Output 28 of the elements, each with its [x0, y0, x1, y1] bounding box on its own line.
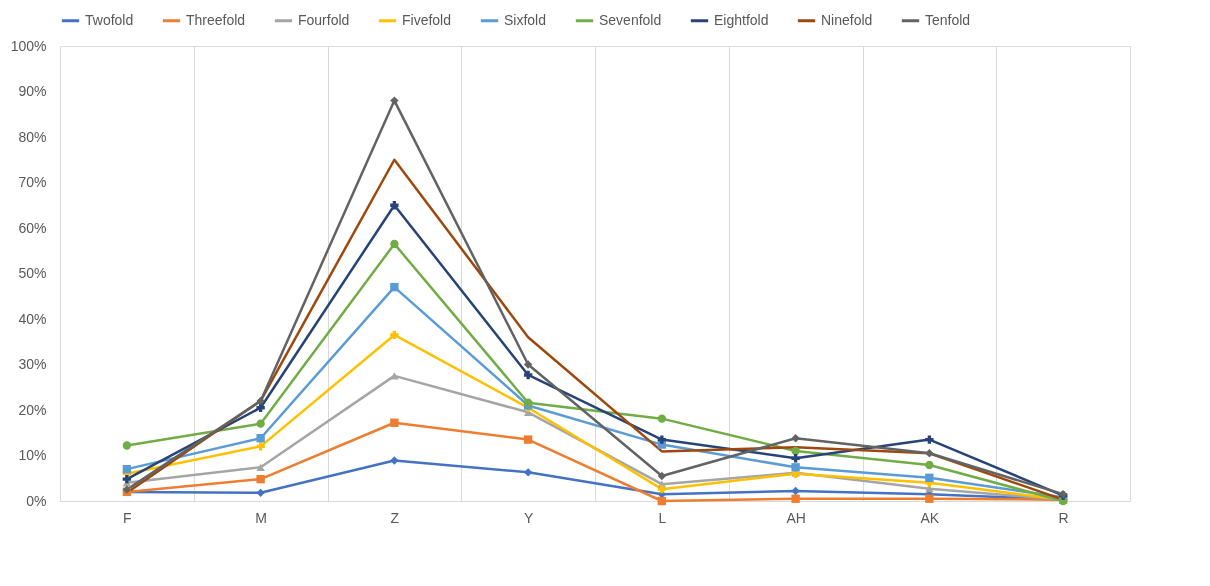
- y-tick-label: 100%: [10, 37, 47, 54]
- legend-label: Eightfold: [714, 11, 769, 28]
- x-tick-label: M: [255, 509, 267, 526]
- x-tick-label: Y: [523, 509, 534, 526]
- y-tick-label: 60%: [18, 219, 47, 236]
- x-tick-label: F: [123, 509, 132, 526]
- y-tick-label: 50%: [18, 265, 47, 281]
- y-tick-label: 20%: [18, 401, 47, 418]
- legend-label: Sixfold: [504, 11, 547, 28]
- y-tick-label: 0%: [26, 492, 47, 509]
- legend-label: Threefold: [186, 11, 246, 28]
- legend-label: Fivefold: [402, 11, 452, 28]
- x-tick-label: R: [1058, 509, 1069, 526]
- legend-label: Sevenfold: [599, 11, 662, 28]
- legend-label: Tenfold: [925, 11, 971, 28]
- legend-label: Twofold: [85, 11, 134, 28]
- legend-label: Fourfold: [298, 11, 350, 28]
- y-tick-label: 70%: [18, 174, 47, 190]
- y-tick-label: 30%: [18, 356, 47, 372]
- x-tick-label: Z: [390, 509, 400, 526]
- legend-label: Ninefold: [821, 11, 873, 28]
- y-tick-label: 90%: [18, 83, 47, 99]
- x-tick-label: AK: [920, 509, 940, 526]
- y-tick-label: 80%: [18, 128, 47, 145]
- x-tick-label: L: [658, 509, 667, 526]
- x-tick-label: AH: [786, 509, 806, 526]
- y-tick-label: 10%: [18, 447, 47, 463]
- y-tick-label: 40%: [18, 310, 47, 327]
